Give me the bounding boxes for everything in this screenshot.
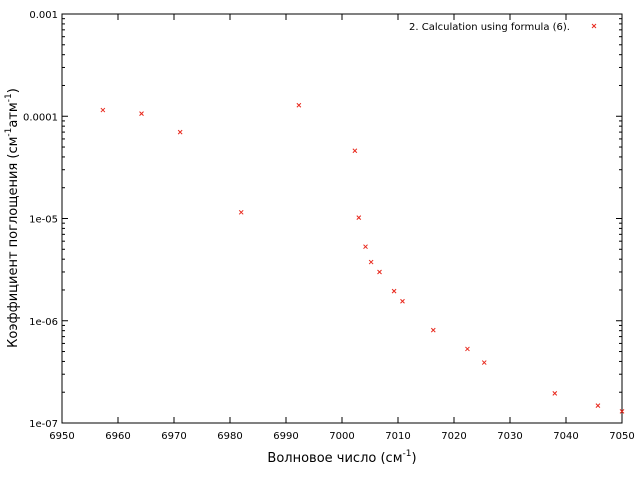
data-point — [139, 111, 144, 117]
x-tick-label: 6960 — [105, 431, 130, 442]
x-tick-label: 6970 — [161, 431, 186, 442]
x-tick-label: 6990 — [273, 431, 298, 442]
y-axis-label-sup2: -1 — [4, 93, 14, 102]
x-axis-label-end: ) — [411, 451, 416, 466]
x-axis-label-sup: -1 — [403, 449, 412, 459]
y-tick-label: 1e-05 — [29, 215, 58, 226]
data-point — [481, 360, 487, 365]
data-point — [391, 288, 397, 294]
data-point — [368, 259, 374, 265]
x-tick-label: 7030 — [497, 431, 522, 442]
data-point — [377, 269, 382, 275]
data-point — [356, 215, 362, 220]
x-tick-label: 7000 — [329, 431, 354, 442]
legend-marker-x — [591, 23, 597, 29]
data-point — [430, 327, 436, 333]
x-axis-label: Волновое число (см-1) — [267, 449, 416, 466]
data-point — [352, 148, 358, 154]
x-tick-label: 6950 — [49, 431, 74, 442]
y-axis: 1e-07 1e-06 1e-05 0.0001 0.001 — [23, 10, 622, 430]
y-tick-label: 1e-07 — [29, 419, 58, 430]
y-tick-label: 0.001 — [29, 10, 58, 21]
data-point — [296, 102, 302, 108]
y-axis-label-sup1: -1 — [4, 128, 14, 137]
x-tick-label: 7040 — [553, 431, 578, 442]
data-point — [619, 408, 625, 414]
y-tick-label: 0.0001 — [23, 112, 58, 123]
x-tick-label: 6980 — [217, 431, 242, 442]
legend-label: 2. Calculation using formula (6). — [409, 22, 570, 33]
legend-marker — [591, 23, 597, 29]
x-tick-label: 7020 — [441, 431, 466, 442]
data-point — [400, 298, 405, 304]
data-point — [100, 107, 106, 113]
data-point — [552, 390, 558, 396]
x-axis: 6950 6960 6970 6980 6990 7000 7010 7020 7030 7040… — [49, 14, 635, 442]
plot-frame — [61, 13, 623, 424]
y-axis-label-main: Коэффициент поглощения (см — [6, 137, 21, 348]
data-point — [177, 129, 183, 135]
data-points — [100, 102, 625, 414]
y-axis-label: Коэффициент поглощения (см-1атм-1) — [4, 88, 21, 348]
y-tick-label: 1e-06 — [29, 317, 58, 328]
data-point — [595, 403, 601, 408]
legend: 2. Calculation using formula (6). — [409, 22, 597, 33]
y-axis-label-end: ) — [6, 88, 21, 93]
data-point — [238, 209, 244, 215]
x-tick-label: 7010 — [385, 431, 410, 442]
y-axis-label-mid: атм — [6, 102, 21, 127]
x-tick-label: 7050 — [609, 431, 634, 442]
data-point — [465, 346, 470, 352]
x-axis-label-main: Волновое число (см — [267, 451, 402, 466]
data-point — [363, 244, 368, 250]
